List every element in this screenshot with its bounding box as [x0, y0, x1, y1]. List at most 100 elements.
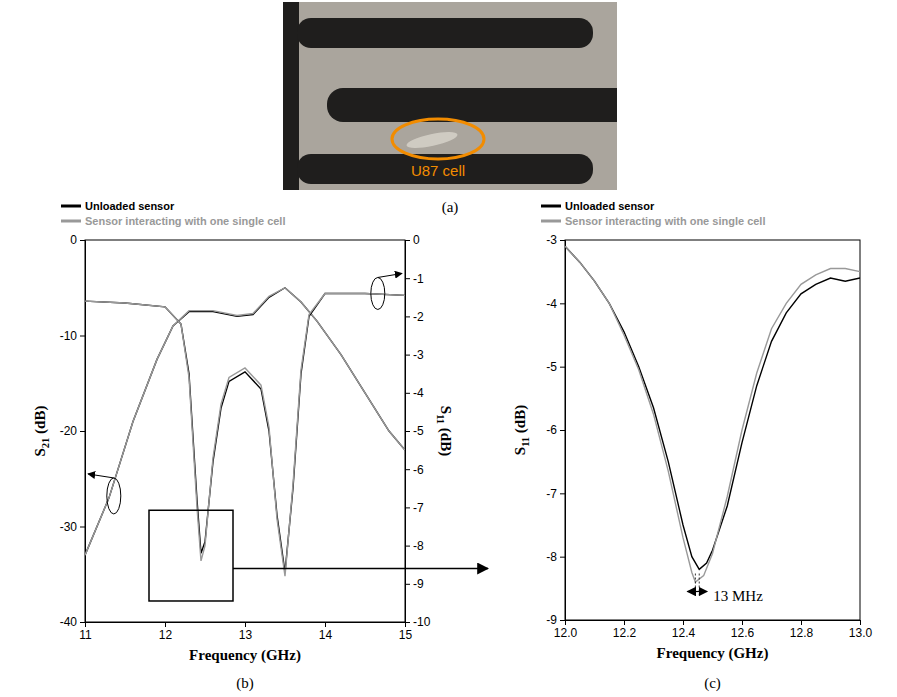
figure: U87 cell(a)1112131415-40-30-20-100-10-9-…: [0, 0, 897, 697]
axis-line: [406, 241, 411, 623]
tick-label: -3: [546, 233, 557, 247]
series-line: [85, 288, 405, 555]
tick-label: 14: [319, 628, 333, 642]
tick-mark: [801, 620, 802, 625]
x-axis-title: Frequency (GHz): [189, 647, 301, 664]
tick-label: -30: [60, 520, 78, 534]
tick-label: 12: [159, 628, 173, 642]
tick-mark: [165, 622, 166, 627]
tick: -7: [405, 501, 424, 515]
annotation-arrow: [687, 591, 707, 592]
tick-label: 0: [70, 233, 77, 247]
legend-swatch: [61, 220, 81, 223]
tick-mark: [405, 355, 410, 356]
axis-line: [560, 241, 566, 621]
tick-mark: [80, 622, 85, 623]
tick-label: 0: [413, 233, 420, 247]
tick-label: -9: [546, 613, 557, 627]
tick-mark: [624, 620, 625, 625]
tick-mark: [405, 316, 410, 317]
cell: [405, 129, 458, 152]
tick: 15: [399, 622, 413, 642]
tick-mark: [560, 493, 565, 494]
tick-label: -1: [413, 272, 424, 286]
tick-mark: [742, 620, 743, 625]
axis: -40 -30 -20 -10 0: [60, 233, 86, 629]
tick-label: -10: [60, 329, 78, 343]
tick-label: -6: [546, 423, 557, 437]
tick: -4: [546, 297, 565, 311]
photo-panel: U87 cell(a): [283, 2, 647, 216]
label-subscript: 21: [40, 438, 51, 449]
tick: 11: [79, 622, 92, 642]
chart-panel: 12.012.212.412.612.813.0-9-8-7-6-5-4-3Fr…: [512, 200, 873, 692]
tick-mark: [405, 240, 410, 241]
tick-label: 13.0: [849, 626, 873, 640]
tick-label: -3: [413, 348, 424, 362]
tick-mark: [560, 303, 565, 304]
tick: -20: [60, 424, 85, 438]
tick-label: -6: [413, 463, 424, 477]
tick-mark: [560, 367, 565, 368]
tick-label: -2: [413, 310, 424, 324]
tick-mark: [405, 278, 410, 279]
tick-label: 11: [79, 628, 92, 642]
zoom-box: [149, 510, 233, 601]
tick-label: -8: [546, 550, 557, 564]
cell-marker: [392, 119, 484, 159]
tick: -1: [405, 272, 424, 286]
y2-axis-title: S11 (dB): [435, 406, 454, 456]
y-axis-title: S21 (dB): [32, 406, 51, 457]
tick-mark: [405, 469, 410, 470]
series-line: [565, 246, 860, 569]
tick-label: -5: [413, 424, 424, 438]
legend-swatch: [541, 220, 561, 223]
tick: -3: [405, 348, 424, 362]
tick: 12.2: [613, 620, 637, 640]
tick: -10: [60, 329, 85, 343]
tick: -30: [60, 520, 85, 534]
tick: -10: [405, 615, 431, 629]
tick: 12.8: [790, 620, 814, 640]
zoom-arrow: [233, 568, 488, 570]
annotation: 13 MHz: [687, 574, 763, 604]
tick: 13.0: [849, 620, 873, 640]
tick-label: 12.2: [613, 626, 637, 640]
tick-mark: [560, 240, 565, 241]
label-part: S: [438, 406, 454, 414]
annotation-guide: [699, 574, 700, 596]
tick-label: -7: [413, 501, 424, 515]
legend-label: Sensor interacting with one single cell: [565, 215, 766, 227]
legend: Unloaded sensorSensor interacting with o…: [61, 200, 286, 227]
legend: Unloaded sensorSensor interacting with o…: [541, 200, 766, 227]
label-part: (dB): [512, 405, 529, 437]
tick-mark: [325, 622, 326, 627]
tick-mark: [683, 620, 684, 625]
gap: [327, 88, 617, 122]
tick: 14: [319, 622, 333, 642]
tick: 13: [239, 622, 253, 642]
axis-pointer: [107, 478, 121, 514]
tick: -6: [546, 423, 565, 437]
tick-mark: [80, 240, 85, 241]
tick-mark: [245, 622, 246, 627]
axis-pointer-arrow: [378, 273, 402, 277]
tick-label: -7: [546, 487, 557, 501]
tick: 0: [405, 233, 420, 247]
tick-label: -5: [546, 360, 557, 374]
tick: -5: [405, 424, 424, 438]
plot-frame: [565, 240, 860, 620]
tick-mark: [405, 507, 410, 508]
legend-swatch: [61, 205, 81, 208]
axis: 11 12 13 14 15: [79, 622, 412, 642]
tick: -40: [60, 615, 85, 629]
gap: [297, 18, 593, 48]
axis-line: [80, 241, 86, 623]
legend-swatch: [541, 205, 561, 208]
tick: -7: [546, 487, 565, 501]
tick: -6: [405, 463, 424, 477]
axis: -10-9-8-7-6-5-4-3-2-10: [405, 233, 431, 629]
label-part: S: [512, 447, 528, 455]
legend-label: Sensor interacting with one single cell: [85, 215, 286, 227]
label-part: (dB): [32, 406, 49, 438]
